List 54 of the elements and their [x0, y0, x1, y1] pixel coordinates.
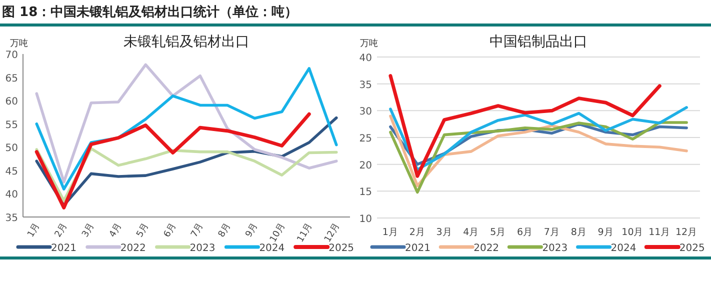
- x-tick-label: 6月: [162, 222, 178, 240]
- legend-label: 2023: [190, 243, 216, 254]
- caption: 图 18：中国未锻轧铝及铝材出口统计（单位：吨）: [2, 4, 298, 20]
- x-tick-label: 6月: [517, 227, 534, 238]
- legend-label: 2021: [405, 243, 430, 254]
- legend-label: 2022: [120, 243, 146, 254]
- y-tick-label: 65: [5, 73, 18, 84]
- x-tick-label: 5月: [490, 227, 506, 238]
- x-tick-label: 2月: [409, 227, 426, 238]
- legend-label: 2023: [542, 243, 568, 254]
- x-tick-label: 2月: [53, 222, 70, 240]
- x-tick-label: 10月: [268, 222, 288, 244]
- y-tick-label: 55: [5, 120, 18, 131]
- x-tick-label: 3月: [436, 227, 452, 238]
- chart-title: 未锻轧铝及铝材出口: [124, 34, 250, 50]
- x-tick-label: 12月: [323, 222, 342, 244]
- x-tick-label: 8月: [570, 227, 587, 238]
- x-tick-label: 12月: [675, 227, 698, 238]
- y-tick-label: 15: [359, 187, 372, 198]
- legend-label: 2022: [474, 243, 500, 254]
- x-tick-label: 11月: [648, 227, 671, 238]
- y-tick-label: 25: [359, 134, 372, 144]
- y-tick-label: 35: [5, 213, 18, 224]
- y-tick-label: 70: [5, 50, 18, 61]
- x-tick-label: 10月: [622, 227, 644, 238]
- y-tick-label: 30: [359, 106, 372, 118]
- y-axis-title: 万吨: [10, 38, 28, 49]
- x-tick-label: 7月: [544, 227, 560, 238]
- x-tick-label: 11月: [296, 222, 315, 244]
- x-tick-label: 8月: [216, 222, 233, 240]
- y-tick-label: 60: [5, 96, 18, 108]
- x-tick-label: 9月: [244, 222, 260, 240]
- y-axis-title: 万吨: [360, 38, 378, 49]
- y-tick-label: 40: [5, 190, 18, 201]
- y-tick-label: 40: [359, 53, 372, 64]
- legend-label: 2024: [259, 243, 285, 254]
- x-tick-label: 7月: [190, 222, 206, 240]
- x-tick-label: 4月: [108, 222, 124, 240]
- y-tick-label: 35: [359, 80, 372, 91]
- legend-label: 2021: [51, 243, 76, 254]
- x-tick-label: 1月: [382, 227, 398, 238]
- legend-label: 2025: [679, 243, 705, 254]
- x-tick-label: 1月: [26, 222, 42, 240]
- legend-label: 2025: [328, 243, 354, 254]
- chart-title: 中国铝制品出口: [490, 34, 588, 50]
- y-tick-label: 45: [5, 166, 18, 178]
- y-tick-label: 50: [5, 143, 18, 154]
- y-tick-label: 20: [359, 160, 372, 172]
- x-tick-label: 4月: [463, 227, 480, 238]
- x-tick-label: 9月: [598, 227, 614, 238]
- y-tick-label: 10: [359, 214, 372, 225]
- x-tick-label: 3月: [80, 222, 97, 240]
- legend-label: 2024: [610, 243, 636, 254]
- x-tick-label: 5月: [135, 222, 152, 240]
